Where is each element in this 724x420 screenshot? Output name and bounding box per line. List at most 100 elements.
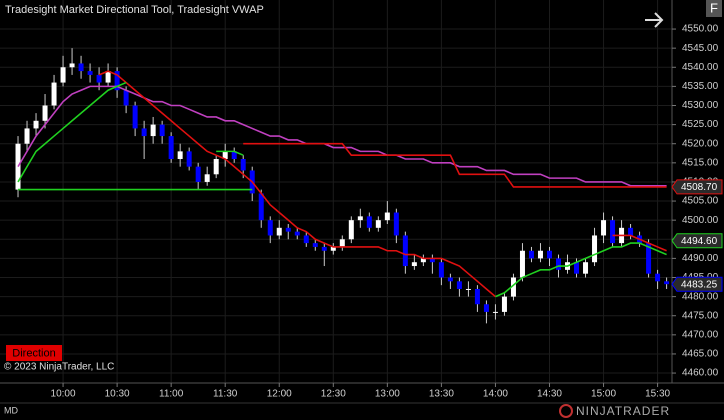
y-tick-label: 4515.00 (682, 157, 719, 168)
candle-body (655, 273, 661, 282)
candle-body (303, 235, 309, 244)
y-tick-label: 4520.00 (682, 138, 719, 149)
candle-body (186, 151, 192, 167)
candle-body (510, 277, 516, 297)
y-tick-label: 4490.00 (682, 253, 719, 264)
price-axis: 4460.004465.004470.004475.004480.004485.… (51, 24, 723, 400)
logo-icon (559, 404, 573, 418)
candle-body (150, 124, 156, 137)
candle-body (51, 82, 57, 106)
candle-body (267, 220, 273, 236)
x-tick-label: 10:00 (51, 389, 76, 400)
indicator-line (243, 142, 667, 188)
candle-body (105, 71, 111, 83)
candle-body (402, 235, 408, 267)
plot (15, 48, 670, 324)
y-tick-label: 4480.00 (682, 291, 719, 302)
arrow-icon[interactable] (645, 12, 664, 28)
candle-body (456, 281, 462, 289)
price-marker (671, 233, 723, 249)
indicator-line (216, 150, 244, 156)
candle-body (78, 63, 84, 72)
candle-body (483, 304, 489, 312)
price-marker-label: 4508.70 (681, 182, 718, 193)
candle-body (474, 288, 480, 305)
candle-body (213, 159, 219, 175)
candle-body (628, 227, 634, 236)
x-tick-label: 15:00 (591, 389, 616, 400)
price-marker (671, 276, 723, 292)
candle-body (177, 151, 183, 160)
candle-body (438, 262, 444, 278)
candle-body (537, 250, 543, 259)
candle-body (114, 71, 120, 91)
y-tick-label: 4470.00 (682, 329, 719, 340)
candle-body (601, 220, 607, 236)
x-tick-label: 12:00 (267, 389, 292, 400)
candle-body (447, 277, 453, 282)
corner-button[interactable] (706, 0, 722, 17)
x-tick-label: 11:30 (213, 389, 238, 400)
candle-body (69, 63, 75, 68)
candle-body (592, 235, 598, 263)
direction-button[interactable] (6, 345, 62, 361)
candle-body (33, 120, 39, 129)
x-tick-label: 14:00 (483, 389, 508, 400)
candle-body (583, 262, 589, 274)
candle-body (123, 90, 129, 106)
candle-body (168, 136, 174, 160)
y-tick-label: 4545.00 (682, 43, 719, 54)
y-tick-label: 4500.00 (682, 215, 719, 226)
candle-body (366, 216, 372, 228)
candle-body (492, 311, 498, 313)
direction-button-label[interactable]: Direction (12, 347, 55, 359)
candle-body (429, 258, 435, 263)
y-tick-label: 4530.00 (682, 100, 719, 111)
candle-body (96, 74, 102, 83)
y-tick-label: 4465.00 (682, 349, 719, 360)
candle-body (465, 288, 471, 290)
indicator-line (612, 234, 667, 252)
candle-body (195, 166, 201, 182)
logo: NINJATRADER (576, 404, 670, 418)
candle-body (348, 220, 354, 240)
candle-body (141, 128, 147, 137)
y-tick-label: 4505.00 (682, 196, 719, 207)
indicator-line (17, 85, 667, 187)
candle-body (24, 128, 30, 144)
candle-body (528, 250, 534, 259)
candle-body (159, 124, 165, 137)
candle-body (60, 67, 66, 83)
candle-body (285, 227, 291, 232)
candle-body (420, 258, 426, 263)
y-tick-label: 4535.00 (682, 81, 719, 92)
x-tick-label: 15:30 (645, 389, 670, 400)
candle-body (294, 231, 300, 236)
candle-body (646, 243, 652, 274)
candle-body (339, 239, 345, 247)
candle-body (555, 258, 561, 270)
candle-body (42, 105, 48, 121)
x-tick-label: 10:30 (105, 389, 130, 400)
candle-body (222, 151, 228, 160)
candle-body (240, 159, 246, 171)
y-tick-label: 4460.00 (682, 368, 719, 379)
copyright: © 2023 NinjaTrader, LLC (4, 362, 114, 373)
candle-body (519, 250, 525, 278)
corner-button-label[interactable]: F (710, 0, 718, 15)
candle-body (330, 246, 336, 251)
candle-body (258, 193, 264, 221)
candle-body (393, 212, 399, 236)
indicator-line (17, 81, 127, 183)
x-tick-label: 11:00 (159, 389, 184, 400)
candle-body (204, 174, 210, 182)
indicator-line (495, 242, 667, 298)
price-marker-label: 4483.25 (681, 279, 718, 290)
candle-body (501, 296, 507, 312)
x-tick-label: 13:00 (375, 389, 400, 400)
x-tick-label: 14:30 (537, 389, 562, 400)
candle-body (664, 281, 670, 285)
x-tick-label: 12:30 (321, 389, 346, 400)
candle-body (384, 212, 390, 221)
